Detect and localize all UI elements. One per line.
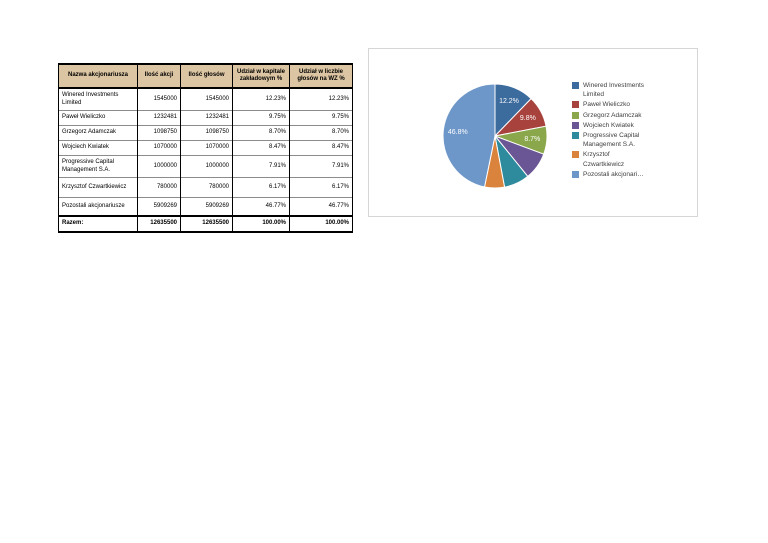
cell-value: 1232481 (137, 110, 181, 126)
cell-value: 46.77% (289, 197, 353, 216)
cell-shareholder-name: Winered Investments Limited (58, 88, 138, 111)
legend-label: Progressive Capital Management S.A. (583, 132, 640, 149)
legend-swatch-icon (572, 82, 579, 89)
pie-slice-label: 46.8% (448, 129, 468, 136)
legend-label: Wojciech Kwiatek (583, 121, 634, 129)
total-value: 100.00% (232, 215, 290, 232)
legend-swatch-icon (572, 111, 579, 119)
legend-item: Grzegorz Adamczak (572, 111, 692, 120)
column-header-3: Udział w kapitale zakładowym % (232, 64, 290, 89)
legend-label: Pozostali akcjonari… (583, 170, 644, 178)
cell-shareholder-name: Pozostali akcjonariusze (58, 197, 138, 216)
cell-value: 5909269 (180, 197, 233, 216)
pie-slice-label: 9.8% (520, 115, 536, 122)
cell-value: 1232481 (180, 110, 233, 126)
legend-label: Grzegorz Adamczak (583, 111, 642, 119)
cell-value: 8.70% (289, 125, 353, 141)
chart-legend: Winered Investments Limited Paweł Wieliczk… (572, 81, 692, 180)
cell-value: 8.47% (289, 140, 353, 156)
pie-slice-label: 12.2% (499, 98, 519, 105)
legend-item: Pozostali akcjonari… (572, 170, 692, 179)
cell-value: 7.91% (232, 155, 290, 178)
cell-value: 1000000 (180, 155, 233, 178)
shareholders-table: Nazwa akcjonariusza Ilość akcji Ilość głos… (58, 63, 353, 233)
legend-item: Krzysztof Czwartkiewicz (572, 150, 692, 168)
table-header-row: Nazwa akcjonariusza Ilość akcji Ilość głos… (58, 64, 353, 89)
column-header-4: Udział w liczbie głosów na WZ % (289, 64, 353, 89)
table-row: Paweł Wieliczko 1232481 1232481 9.75% 9.75% (58, 110, 353, 126)
legend-swatch-icon (572, 151, 579, 159)
cell-shareholder-name: Krzysztof Czwartkiewicz (58, 177, 138, 198)
cell-value: 6.17% (289, 177, 353, 198)
cell-value: 1545000 (137, 88, 181, 111)
legend-swatch-icon (572, 170, 579, 178)
cell-value: 6.17% (232, 177, 290, 198)
cell-shareholder-name: Paweł Wieliczko (58, 110, 138, 126)
cell-value: 12.23% (232, 88, 290, 111)
pie-chart-panel: 12.2% 9.8% 8.7% 46.8% Winered Investments Li… (368, 48, 698, 217)
legend-item: Wojciech Kwiatek (572, 121, 692, 130)
table-total-row: Razem: 12635500 12635500 100.00% 100.00% (58, 215, 353, 232)
column-header-1: Ilość akcji (137, 64, 181, 89)
cell-shareholder-name: Grzegorz Adamczak (58, 125, 138, 141)
total-value: 12635500 (180, 215, 233, 232)
legend-label: Winered Investments Limited (583, 82, 645, 99)
table-row: Grzegorz Adamczak 1098750 1098750 8.70% 8.70… (58, 125, 353, 141)
pie-slice-label: 8.7% (524, 136, 540, 143)
legend-swatch-icon (572, 101, 579, 109)
legend-item: Winered Investments Limited (572, 81, 692, 99)
legend-item: Paweł Wieliczko (572, 100, 692, 109)
legend-swatch-icon (572, 121, 579, 129)
total-value: 12635500 (137, 215, 181, 232)
cell-value: 9.75% (289, 110, 353, 126)
cell-value: 7.91% (289, 155, 353, 178)
column-header-0: Nazwa akcjonariusza (58, 64, 138, 89)
cell-value: 8.70% (232, 125, 290, 141)
legend-item: Progressive Capital Management S.A. (572, 131, 692, 149)
column-header-2: Ilość głosów (180, 64, 233, 89)
table-header: Nazwa akcjonariusza Ilość akcji Ilość głos… (58, 64, 353, 89)
cell-shareholder-name: Wojciech Kwiatek (58, 140, 138, 156)
cell-value: 9.75% (232, 110, 290, 126)
cell-value: 1545000 (180, 88, 233, 111)
table-row: Krzysztof Czwartkiewicz 780000 780000 6.17%… (58, 177, 353, 198)
cell-value: 46.77% (232, 197, 290, 216)
table-row: Pozostali akcjonariusze 5909269 5909269 46.… (58, 197, 353, 216)
cell-value: 8.47% (232, 140, 290, 156)
pie-slice-6 (442, 83, 496, 188)
cell-value: 12.23% (289, 88, 353, 111)
legend-label: Paweł Wieliczko (583, 101, 630, 109)
cell-value: 1098750 (180, 125, 233, 141)
table-body: Winered Investments Limited 1545000 154500… (58, 88, 353, 216)
table-row: Winered Investments Limited 1545000 154500… (58, 88, 353, 111)
total-label: Razem: (58, 215, 138, 232)
legend-label: Krzysztof Czwartkiewicz (583, 151, 625, 168)
table-footer: Razem: 12635500 12635500 100.00% 100.00% (58, 215, 353, 232)
cell-value: 780000 (180, 177, 233, 198)
pie-chart: 12.2% 9.8% 8.7% 46.8% (442, 83, 548, 189)
table-row: Progressive Capital Management S.A. 10000… (58, 155, 353, 178)
cell-shareholder-name: Progressive Capital Management S.A. (58, 155, 138, 178)
cell-value: 1070000 (137, 140, 181, 156)
cell-value: 1000000 (137, 155, 181, 178)
cell-value: 1098750 (137, 125, 181, 141)
shareholders-table-wrap: Nazwa akcjonariusza Ilość akcji Ilość głos… (58, 63, 353, 233)
cell-value: 1070000 (180, 140, 233, 156)
cell-value: 780000 (137, 177, 181, 198)
table-row: Wojciech Kwiatek 1070000 1070000 8.47% 8.47% (58, 140, 353, 156)
cell-value: 5909269 (137, 197, 181, 216)
legend-swatch-icon (572, 132, 579, 140)
total-value: 100.00% (289, 215, 353, 232)
